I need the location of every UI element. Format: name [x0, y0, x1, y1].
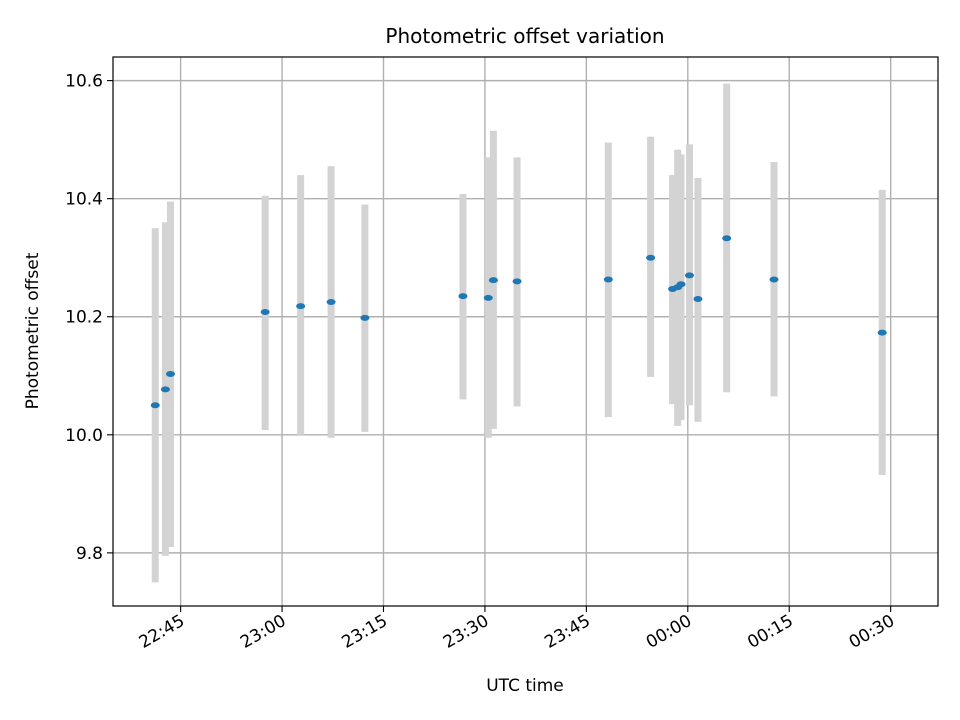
y-axis-ticks: 9.8 10.0 10.2 10.4 10.6 — [65, 72, 113, 564]
data-point — [769, 276, 779, 283]
data-point — [693, 296, 703, 303]
data-point — [165, 371, 175, 378]
data-point — [326, 298, 336, 305]
y-axis-label: Photometric offset — [23, 252, 43, 409]
data-point — [150, 402, 160, 409]
data-point — [488, 277, 498, 284]
data-point — [722, 235, 732, 242]
data-point — [877, 329, 887, 336]
data-point — [260, 309, 270, 316]
chart-title: Photometric offset variation — [385, 24, 664, 48]
data-point — [458, 293, 468, 300]
data-points — [150, 235, 887, 409]
data-point — [512, 278, 522, 285]
data-point — [483, 294, 493, 301]
data-point — [160, 386, 170, 393]
y-tick-label: 10.4 — [65, 190, 103, 210]
x-axis-label: UTC time — [486, 676, 564, 696]
data-point — [603, 276, 613, 283]
data-point — [684, 272, 694, 279]
plot-frame — [112, 56, 939, 607]
plot-background — [113, 57, 938, 606]
y-tick-label: 10.6 — [65, 72, 103, 92]
data-point — [296, 303, 306, 310]
y-tick-label: 10.2 — [65, 308, 103, 328]
data-point — [676, 281, 686, 288]
y-tick-label: 10.0 — [65, 426, 103, 446]
data-point — [360, 314, 370, 321]
data-point — [646, 254, 656, 261]
y-tick-label: 9.8 — [76, 544, 103, 564]
